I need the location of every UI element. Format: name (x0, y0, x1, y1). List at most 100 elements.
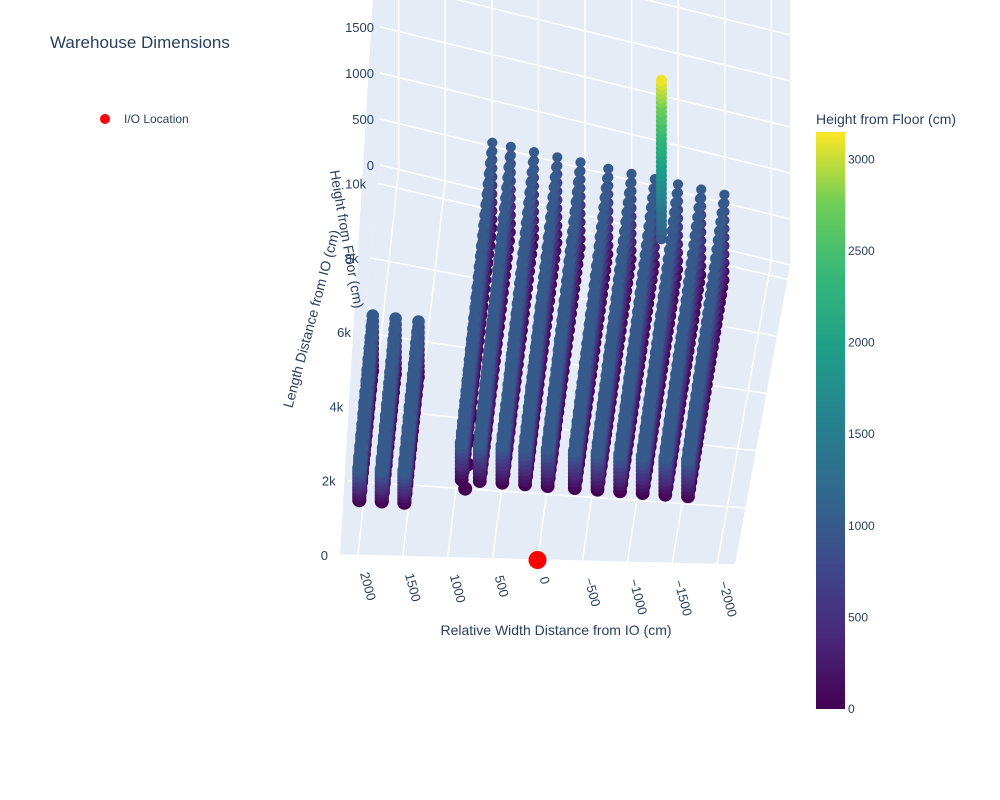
storage-marker (623, 187, 635, 199)
storage-marker (594, 231, 606, 243)
storage-marker (617, 235, 629, 247)
storage-marker (551, 162, 562, 173)
storage-marker (597, 211, 608, 223)
storage-marker (624, 362, 638, 376)
storage-marker (660, 272, 672, 284)
storage-marker (528, 350, 542, 364)
storage-marker (458, 404, 472, 419)
storage-marker (621, 206, 633, 218)
colorbar-tick-label: 0 (848, 702, 855, 716)
storage-marker (716, 207, 728, 219)
storage-marker (473, 260, 486, 273)
storage-marker (588, 279, 601, 292)
storage-marker (693, 202, 704, 214)
storage-marker (619, 226, 630, 237)
storage-marker (602, 173, 613, 184)
storage-marker (612, 273, 625, 286)
storage-marker (707, 271, 719, 283)
side-wall-pane (340, 0, 380, 555)
storage-marker (403, 399, 418, 414)
storage-marker (477, 230, 489, 242)
storage-marker (717, 198, 729, 209)
storage-marker (666, 225, 678, 237)
chart-title: Warehouse Dimensions (50, 33, 230, 52)
storage-marker (482, 178, 494, 190)
storage-marker (611, 283, 624, 296)
storage-marker (540, 442, 555, 456)
colorbar-gradient (816, 132, 845, 709)
storage-marker (582, 327, 595, 341)
storage-marker (503, 368, 517, 382)
storage-marker (536, 281, 549, 294)
storage-marker (690, 221, 702, 232)
storage-marker (365, 320, 379, 333)
storage-marker (625, 178, 636, 189)
storage-marker (363, 341, 377, 355)
storage-marker (475, 240, 488, 252)
storage-marker (357, 406, 371, 421)
colorbar-tick-label: 2000 (848, 336, 875, 350)
storage-marker (524, 390, 538, 404)
storage-marker (407, 357, 421, 371)
storage-marker (677, 312, 690, 325)
legend[interactable]: I/O Location (100, 112, 189, 126)
storage-marker (501, 388, 515, 402)
storage-marker (492, 263, 504, 276)
storage-marker (558, 294, 571, 307)
storage-marker (546, 201, 558, 213)
storage-marker (592, 250, 604, 262)
colorbar: Height from Floor (cm) 0 500 1000 1500 2000 25… (816, 111, 956, 716)
storage-marker (412, 315, 425, 328)
storage-marker (500, 398, 514, 412)
storage-marker (467, 322, 480, 336)
z-tick-label: 1500 (345, 20, 374, 35)
storage-marker (708, 262, 721, 274)
storage-marker (484, 335, 497, 348)
storage-marker (663, 244, 676, 256)
x-tick-label: −500 (581, 576, 603, 608)
storage-marker (480, 199, 492, 211)
y-tick-label: 4k (330, 399, 344, 414)
storage-marker (635, 449, 650, 463)
z-tick-label: 0 (367, 158, 374, 173)
storage-marker (637, 268, 649, 280)
storage-marker (553, 333, 567, 347)
storage-marker (409, 347, 422, 360)
storage-marker (591, 260, 603, 272)
storage-marker (498, 202, 510, 214)
storage-marker (389, 312, 402, 325)
storage-marker (358, 395, 372, 410)
storage-marker (387, 333, 400, 347)
storage-marker (481, 189, 493, 200)
storage-marker (455, 425, 470, 440)
storage-marker (696, 343, 710, 356)
storage-marker (640, 239, 653, 252)
storage-marker (402, 410, 417, 425)
storage-marker (643, 221, 655, 232)
storage-marker (398, 452, 413, 467)
storage-marker (543, 221, 556, 233)
storage-marker (354, 439, 369, 454)
storage-marker (377, 430, 392, 444)
storage-marker (375, 451, 390, 466)
storage-marker (488, 294, 501, 307)
storage-marker (498, 408, 513, 423)
storage-marker (504, 151, 515, 163)
storage-marker (567, 444, 582, 458)
storage-marker (483, 168, 495, 179)
storage-marker (518, 440, 532, 455)
colorbar-tick-label: 500 (848, 610, 868, 624)
storage-marker (674, 340, 687, 353)
storage-marker (569, 206, 581, 218)
storage-marker (461, 373, 475, 388)
storage-marker (379, 408, 394, 423)
colorbar-tick-label: 3000 (848, 152, 875, 166)
storage-marker (616, 245, 628, 257)
storage-marker (522, 207, 533, 219)
colorbar-tick-label: 2500 (848, 244, 875, 258)
storage-marker (658, 450, 673, 465)
storage-marker (374, 462, 389, 477)
storage-marker (509, 317, 522, 331)
storage-marker (570, 196, 582, 208)
